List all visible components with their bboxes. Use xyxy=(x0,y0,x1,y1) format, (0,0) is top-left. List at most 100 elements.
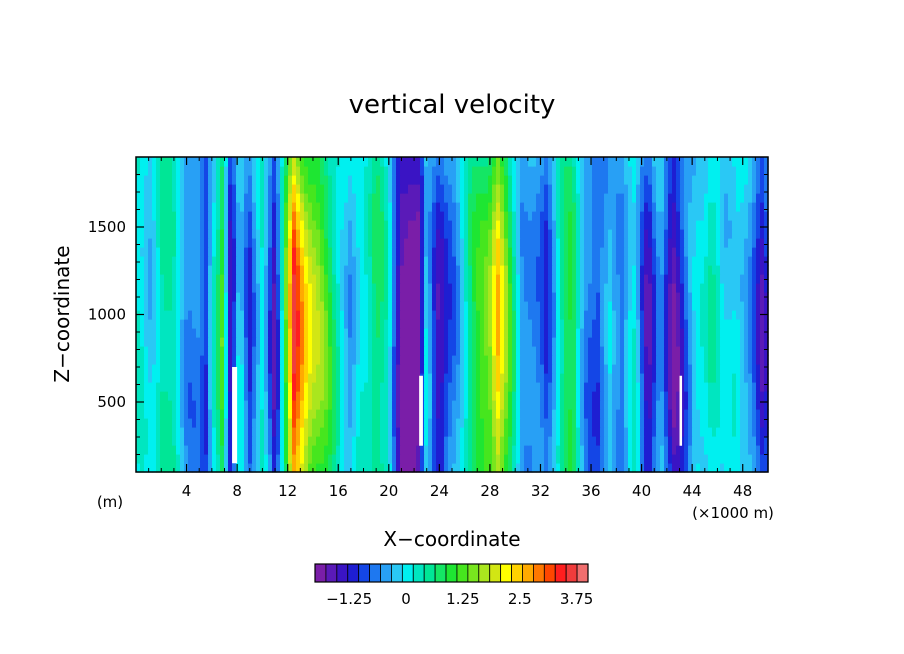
heatmap-cell xyxy=(644,283,649,293)
heatmap-cell xyxy=(456,310,461,320)
heatmap-cell xyxy=(632,382,637,392)
heatmap-cell xyxy=(468,454,473,464)
heatmap-cell xyxy=(264,301,269,311)
heatmap-cell xyxy=(492,400,497,410)
heatmap-cell xyxy=(396,238,401,248)
heatmap-cell xyxy=(172,454,177,464)
heatmap-cell xyxy=(584,256,589,266)
heatmap-cell xyxy=(656,202,661,212)
heatmap-cell xyxy=(528,247,533,257)
heatmap-cell xyxy=(224,202,229,212)
heatmap-cell xyxy=(440,292,445,302)
heatmap-cell xyxy=(448,328,453,338)
heatmap-cell xyxy=(612,391,617,401)
heatmap-cell xyxy=(456,382,461,392)
heatmap-cell xyxy=(336,238,341,248)
heatmap-cell xyxy=(188,418,193,428)
heatmap-cell xyxy=(664,238,669,248)
heatmap-cell xyxy=(240,355,245,365)
heatmap-cell xyxy=(616,202,621,212)
heatmap-cell xyxy=(576,463,581,473)
heatmap-cell xyxy=(448,346,453,356)
heatmap-cell xyxy=(280,328,285,338)
heatmap-cell xyxy=(240,184,245,194)
heatmap-cell xyxy=(608,319,613,329)
heatmap-cell xyxy=(252,256,257,266)
heatmap-cell xyxy=(292,436,297,446)
heatmap-cell xyxy=(460,391,465,401)
heatmap-cell xyxy=(440,265,445,275)
heatmap-cell xyxy=(596,319,601,329)
heatmap-cell xyxy=(460,328,465,338)
heatmap-cell xyxy=(228,364,233,374)
heatmap-cell xyxy=(608,328,613,338)
heatmap-cell xyxy=(536,346,541,356)
heatmap-cell xyxy=(164,436,169,446)
heatmap-cell xyxy=(600,427,605,437)
heatmap-cell xyxy=(276,283,281,293)
heatmap-cell xyxy=(596,418,601,428)
heatmap-cell xyxy=(528,337,533,347)
heatmap-cell xyxy=(204,463,209,473)
heatmap-cell xyxy=(416,346,421,356)
heatmap-cell xyxy=(328,346,333,356)
heatmap-cell xyxy=(444,436,449,446)
heatmap-cell xyxy=(736,427,741,437)
heatmap-cell xyxy=(228,418,233,428)
heatmap-cell xyxy=(292,355,297,365)
heatmap-cell xyxy=(668,301,673,311)
heatmap-cell xyxy=(332,337,337,347)
heatmap-cell xyxy=(432,436,437,446)
heatmap-cell xyxy=(364,220,369,230)
heatmap-cell xyxy=(184,265,189,275)
heatmap-cell xyxy=(476,337,481,347)
heatmap-cell xyxy=(284,256,289,266)
heatmap-cell xyxy=(596,445,601,455)
heatmap-cell xyxy=(324,328,329,338)
heatmap-cell xyxy=(228,373,233,383)
heatmap-cell xyxy=(364,436,369,446)
heatmap-cell xyxy=(528,265,533,275)
heatmap-cell xyxy=(676,418,681,428)
heatmap-cell xyxy=(364,202,369,212)
heatmap-cell xyxy=(740,202,745,212)
heatmap-cell xyxy=(480,355,485,365)
heatmap-cell xyxy=(384,463,389,473)
heatmap-cell xyxy=(340,427,345,437)
heatmap-cell xyxy=(548,238,553,248)
heatmap-cell xyxy=(656,463,661,473)
heatmap-cell xyxy=(180,355,185,365)
heatmap-cell xyxy=(304,211,309,221)
heatmap-cell xyxy=(648,319,653,329)
heatmap-cell xyxy=(288,283,293,293)
heatmap-cell xyxy=(516,409,521,419)
heatmap-cell xyxy=(632,337,637,347)
heatmap-cell xyxy=(752,391,757,401)
heatmap-cell xyxy=(244,301,249,311)
heatmap-cell xyxy=(244,454,249,464)
heatmap-cell xyxy=(392,427,397,437)
heatmap-cell xyxy=(440,256,445,266)
heatmap-cell xyxy=(732,328,737,338)
heatmap-cell xyxy=(752,274,757,284)
heatmap-cell xyxy=(500,211,505,221)
heatmap-cell xyxy=(156,238,161,248)
heatmap-cell xyxy=(744,400,749,410)
heatmap-cell xyxy=(168,418,173,428)
heatmap-cell xyxy=(688,364,693,374)
heatmap-cell xyxy=(524,292,529,302)
heatmap-cell xyxy=(332,202,337,212)
heatmap-cell xyxy=(428,229,433,239)
heatmap-cell xyxy=(420,202,425,212)
heatmap-cell xyxy=(408,319,413,329)
heatmap-cell xyxy=(240,310,245,320)
heatmap-cell xyxy=(372,292,377,302)
heatmap-cell xyxy=(704,265,709,275)
heatmap-cell xyxy=(348,301,353,311)
heatmap-cell xyxy=(292,391,297,401)
heatmap-cell xyxy=(248,301,253,311)
heatmap-cell xyxy=(300,454,305,464)
heatmap-cell xyxy=(264,418,269,428)
heatmap-cell xyxy=(252,220,257,230)
heatmap-cell xyxy=(392,355,397,365)
